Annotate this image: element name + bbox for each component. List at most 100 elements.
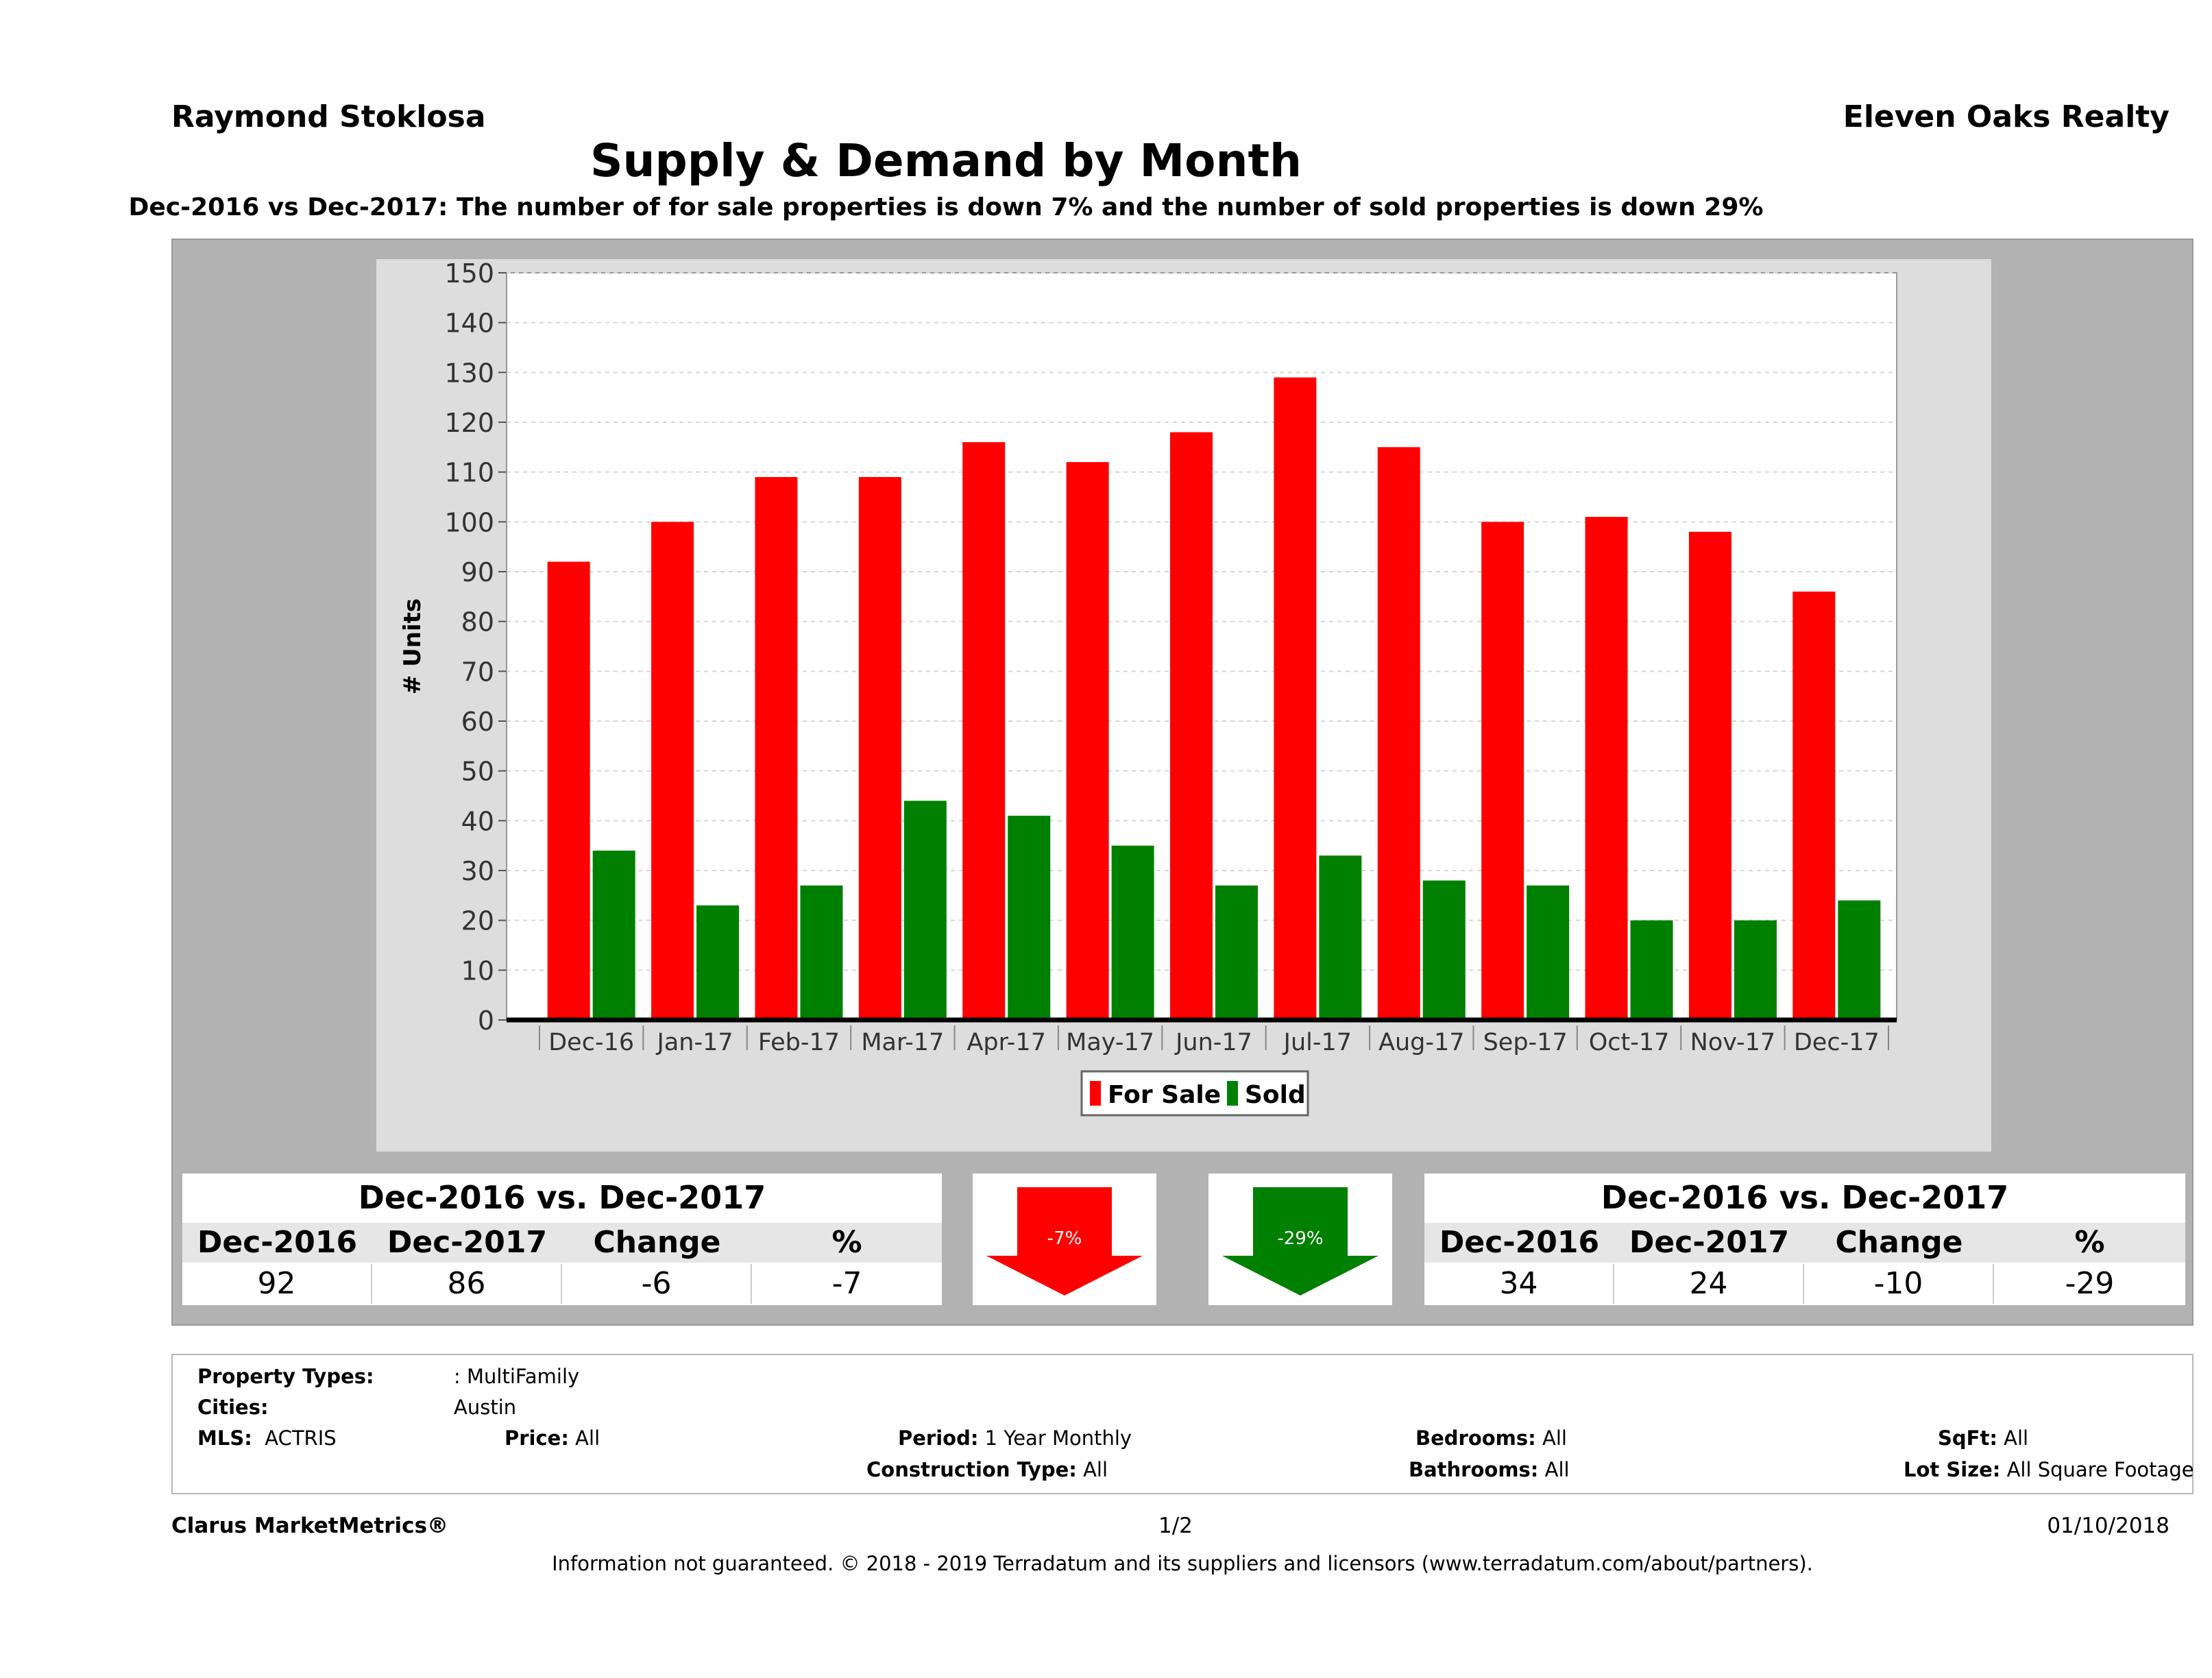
for-sale-stats-values: 92 86 -6 -7 [182, 1264, 942, 1304]
y-tick-label: 140 [444, 308, 494, 339]
y-tick-label: 100 [444, 507, 494, 537]
sold-bar [1630, 920, 1673, 1020]
sold-bar [800, 885, 843, 1020]
sold-stats-header: Dec-2016 Dec-2017 Change % [1424, 1223, 2185, 1263]
for-sale-change-label: -7% [1047, 1228, 1082, 1249]
property-types-label: Property Types: [197, 1365, 374, 1388]
mls-field: MLS: ACTRIS [197, 1426, 337, 1450]
sold-bar [1111, 845, 1154, 1020]
sold-change-label: -29% [1277, 1228, 1323, 1249]
legend-label: Sold [1245, 1081, 1306, 1109]
lot-size-field: Lot Size: All Square Footage [1904, 1458, 2194, 1481]
for-sale-bar [1066, 462, 1109, 1020]
y-tick-label: 90 [461, 557, 494, 587]
down-arrow-icon: -29% [1222, 1187, 1378, 1296]
sold-bar [1008, 816, 1051, 1020]
y-tick-label: 110 [444, 458, 494, 488]
for-sale-stats-table: Dec-2016 vs. Dec-2017 Dec-2016 Dec-2017 … [182, 1174, 942, 1305]
stats-header-cell: Dec-2017 [1629, 1225, 1790, 1260]
page-number: 1/2 [1158, 1513, 1193, 1538]
stats-value-cell: 92 [182, 1264, 372, 1304]
report-date: 01/10/2018 [2047, 1513, 2170, 1538]
for-sale-stats-header: Dec-2016 Dec-2017 Change % [182, 1223, 942, 1263]
chart-area: 0 10 20 30 40 50 60 70 80 90 100 110 120 130 140 150 # U… [376, 259, 1991, 1152]
stats-header-cell: Dec-2017 [387, 1225, 548, 1260]
for-sale-bar [1792, 592, 1836, 1020]
x-tick-label: Sep-17 [1483, 1029, 1568, 1056]
sold-bar [592, 850, 635, 1020]
sold-bar [903, 801, 947, 1020]
x-tick-label: Dec-17 [1794, 1029, 1880, 1056]
stats-value-cell: -29 [2065, 1266, 2115, 1301]
stats-header-cell: Change [593, 1225, 721, 1260]
legend-label: For Sale [1108, 1081, 1221, 1109]
chart-title: Supply & Demand by Month [590, 134, 1302, 187]
x-tick-label: Jan-17 [656, 1029, 733, 1056]
stats-value-cell: 34 [1424, 1264, 1614, 1304]
chart-subtitle: Dec-2016 vs Dec-2017: The number of for … [128, 193, 1764, 221]
disclaimer: Information not guaranteed. © 2018 - 201… [552, 1552, 1813, 1575]
x-tick-label: Aug-17 [1378, 1029, 1465, 1056]
bedrooms-field: Bedrooms: All [1415, 1426, 1567, 1450]
stats-header-cell: Change [1835, 1225, 1963, 1260]
stats-header-cell: Dec-2016 [197, 1225, 358, 1260]
stats-header-cell: % [831, 1225, 862, 1260]
stats-value-cell: 24 [1614, 1264, 1804, 1304]
y-tick-label: 120 [444, 408, 494, 438]
for-sale-bar [1585, 517, 1628, 1020]
stats-value-cell: -7 [831, 1266, 862, 1301]
for-sale-bar [1377, 447, 1420, 1020]
x-tick-label: Dec-16 [548, 1029, 634, 1056]
sold-bar [1734, 920, 1777, 1020]
stats-value-cell: -10 [1804, 1264, 1994, 1304]
price-field: Price: All [505, 1426, 600, 1450]
for-sale-stats-title: Dec-2016 vs. Dec-2017 [358, 1179, 766, 1216]
y-tick-label: 80 [461, 607, 494, 637]
y-tick-label: 20 [461, 906, 494, 936]
sold-bar [1422, 880, 1466, 1020]
for-sale-bar [962, 442, 1006, 1020]
y-tick-label: 130 [444, 358, 494, 388]
sold-stats-title: Dec-2016 vs. Dec-2017 [1601, 1179, 2009, 1216]
for-sale-bar [1688, 531, 1731, 1020]
bathrooms-field: Bathrooms: All [1409, 1458, 1570, 1481]
stats-header-cell: Dec-2016 [1439, 1225, 1600, 1260]
bar-chart: 0 10 20 30 40 50 60 70 80 90 100 110 120 130 140 150 # U… [399, 259, 1897, 1117]
construction-type-field: Construction Type: All [866, 1458, 1108, 1481]
x-tick-label: Apr-17 [967, 1029, 1045, 1056]
property-types-value: : MultiFamily [454, 1365, 580, 1388]
for-sale-bar [858, 476, 901, 1020]
agent-name: Raymond Stoklosa [171, 99, 486, 134]
x-tick-label: May-17 [1066, 1029, 1154, 1056]
search-criteria-box: Property Types: : MultiFamily Cities: Au… [171, 1354, 2194, 1494]
stats-header-cell: % [2074, 1225, 2105, 1260]
y-tick-label: 30 [461, 856, 494, 886]
for-sale-bar [1481, 522, 1524, 1020]
y-tick-label: 40 [461, 806, 494, 836]
x-tick-label: Oct-17 [1589, 1029, 1670, 1056]
y-tick-label: 60 [461, 707, 494, 737]
cities-label: Cities: [197, 1396, 269, 1419]
x-tick-label: Mar-17 [861, 1029, 944, 1056]
cities-value: Austin [454, 1396, 517, 1419]
y-tick-label: 50 [461, 757, 494, 787]
legend [1080, 1070, 1309, 1117]
x-tick-label: Jul-17 [1283, 1029, 1352, 1056]
x-tick-label: Jun-17 [1174, 1029, 1252, 1056]
for-sale-bar [755, 476, 798, 1020]
brand-name: Clarus MarketMetrics® [171, 1513, 449, 1538]
y-tick-label: 0 [478, 1006, 494, 1036]
legend-swatch [1090, 1081, 1101, 1106]
stats-value-cell: 86 [372, 1264, 562, 1304]
sqft-field: SqFt: All [1938, 1426, 2029, 1450]
period-field: Period: 1 Year Monthly [898, 1426, 1132, 1450]
for-sale-bar [1274, 377, 1317, 1020]
sold-change-arrow: -29% [1208, 1174, 1392, 1305]
x-tick-label: Nov-17 [1690, 1029, 1776, 1056]
sold-bar [1319, 855, 1362, 1020]
sold-stats-values: 34 24 -10 -29 [1424, 1264, 2185, 1304]
sold-bar [1527, 885, 1570, 1020]
y-axis-label: # Units [399, 598, 426, 694]
sold-bar [1838, 900, 1881, 1020]
stats-value-cell: -6 [562, 1264, 752, 1304]
